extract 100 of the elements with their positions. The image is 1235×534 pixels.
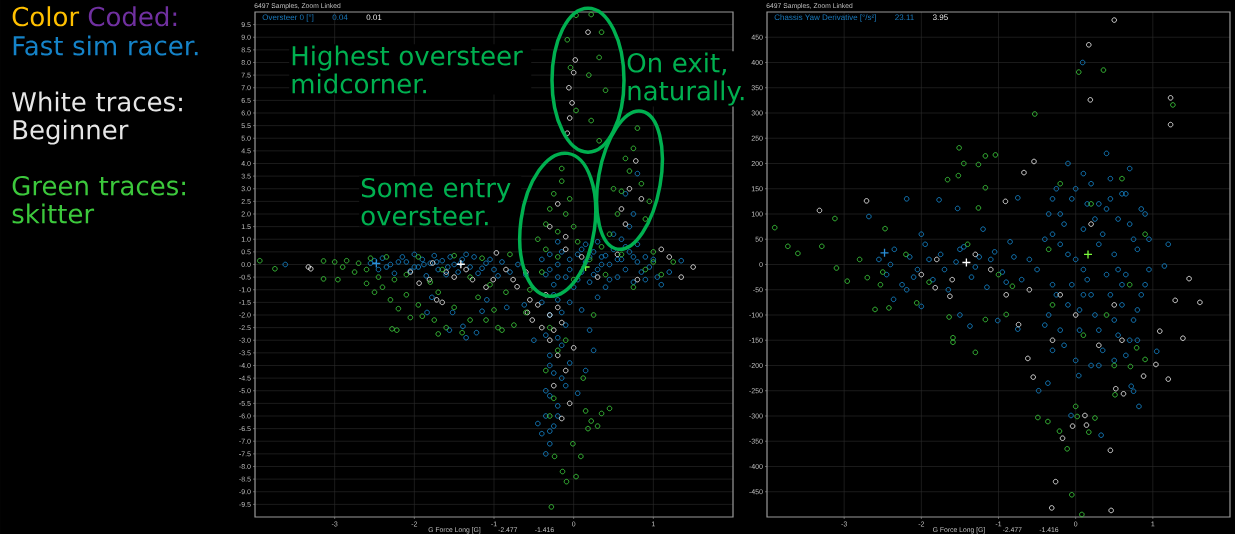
point xyxy=(918,271,925,278)
point xyxy=(816,207,823,214)
point xyxy=(1197,299,1203,306)
point xyxy=(1049,337,1056,343)
point xyxy=(932,284,938,291)
point xyxy=(1186,275,1192,282)
annotation: 3.95 xyxy=(932,14,948,21)
point xyxy=(949,276,955,283)
point xyxy=(678,274,684,280)
point xyxy=(562,367,569,374)
point xyxy=(439,299,445,306)
point xyxy=(493,250,500,256)
point xyxy=(863,198,870,204)
point xyxy=(666,254,673,260)
point xyxy=(1167,121,1174,128)
point xyxy=(1052,478,1059,485)
point xyxy=(1059,435,1066,441)
annotation: 0.04 xyxy=(332,14,348,21)
point xyxy=(514,283,520,290)
point xyxy=(535,302,541,308)
point xyxy=(585,29,591,35)
point xyxy=(1025,355,1031,362)
point xyxy=(554,352,561,359)
point xyxy=(433,297,440,303)
point xyxy=(451,274,457,280)
annotation: On exit, naturally. xyxy=(627,52,744,106)
point xyxy=(1111,17,1117,23)
point xyxy=(503,266,509,273)
point xyxy=(1031,158,1037,165)
point xyxy=(1057,292,1063,298)
point xyxy=(554,201,561,207)
point xyxy=(1069,423,1076,429)
point xyxy=(1083,422,1090,428)
point xyxy=(564,130,571,136)
point xyxy=(483,284,489,290)
point xyxy=(1172,297,1178,304)
text: Green traces: skitter xyxy=(12,175,185,224)
point xyxy=(1002,198,1009,205)
point xyxy=(554,304,561,311)
annotation: Some entry oversteer. xyxy=(361,177,511,226)
point xyxy=(1165,376,1172,382)
point xyxy=(1153,361,1159,368)
point xyxy=(529,317,535,323)
point xyxy=(539,324,545,331)
point xyxy=(558,319,565,326)
point xyxy=(1026,287,1033,293)
point xyxy=(510,276,516,283)
point xyxy=(463,266,469,273)
point xyxy=(1120,391,1127,397)
point xyxy=(562,233,569,240)
annotation: Highest oversteer midcorner. xyxy=(292,45,523,94)
point xyxy=(551,382,557,389)
y-axis-title: Chassis Yaw Derivative [°/s²] xyxy=(774,14,876,22)
point xyxy=(1082,412,1088,419)
point xyxy=(570,345,577,351)
point xyxy=(578,254,585,260)
point xyxy=(1113,385,1119,392)
point xyxy=(594,274,601,280)
point xyxy=(566,115,573,121)
point xyxy=(1140,373,1147,379)
point xyxy=(1167,95,1174,101)
text: Color xyxy=(12,6,80,27)
point xyxy=(558,415,565,422)
point xyxy=(547,337,553,343)
point xyxy=(934,256,940,263)
point xyxy=(562,246,569,253)
point xyxy=(1003,292,1009,298)
point xyxy=(1180,335,1186,341)
point xyxy=(547,223,553,230)
point xyxy=(490,276,496,283)
point xyxy=(572,57,579,63)
point xyxy=(308,266,314,272)
point xyxy=(551,327,557,333)
point xyxy=(1086,42,1092,48)
annotation: 23.11 xyxy=(895,14,914,21)
point xyxy=(1021,169,1027,176)
point xyxy=(1111,302,1117,308)
text: Coded: xyxy=(88,6,177,27)
point xyxy=(1087,97,1094,103)
point xyxy=(1157,328,1163,334)
point xyxy=(614,251,621,258)
text: Fast sim racer. xyxy=(13,35,198,56)
point xyxy=(622,221,629,227)
point xyxy=(618,206,625,212)
point xyxy=(658,246,665,253)
point xyxy=(1048,505,1055,511)
point xyxy=(690,264,696,270)
point xyxy=(416,280,422,286)
point xyxy=(633,158,639,164)
point xyxy=(305,264,312,270)
point xyxy=(570,69,577,76)
point xyxy=(1072,312,1079,318)
point xyxy=(988,266,994,273)
point xyxy=(972,251,979,258)
point xyxy=(1030,374,1036,380)
point xyxy=(569,100,575,106)
point xyxy=(1108,507,1114,514)
point xyxy=(626,185,633,192)
point xyxy=(947,293,953,300)
point xyxy=(1119,337,1125,343)
